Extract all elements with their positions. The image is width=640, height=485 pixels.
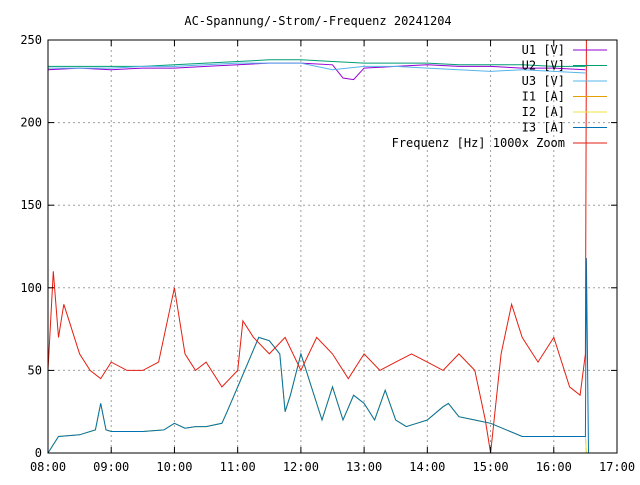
x-tick-label: 12:00 (283, 460, 319, 474)
x-tick-label: 10:00 (156, 460, 192, 474)
legend: U1 [V] U2 [V]U3 [V] I1 [A]I2 [A] I3 [A]Freq… (392, 43, 607, 150)
legend-label: Frequenz [Hz] 1000x Zoom (392, 136, 565, 150)
x-tick-label: 11:00 (220, 460, 256, 474)
legend-label: U1 [V] (522, 43, 565, 57)
series-line-3 (48, 62, 586, 74)
x-tick-label: 15:00 (472, 460, 508, 474)
x-tick-label: 13:00 (346, 460, 382, 474)
grid (48, 40, 617, 453)
series-line-6 (47, 258, 589, 454)
series-line-1 (47, 62, 586, 81)
plot-frame (47, 39, 618, 454)
y-tick-label: 0 (35, 446, 42, 460)
series-line-4 (47, 336, 587, 454)
legend-label: U2 [V] (522, 59, 565, 73)
x-tick-label: 17:00 (599, 460, 635, 474)
series-layer (47, 39, 589, 454)
x-tick-label: 08:00 (30, 460, 66, 474)
series-line-2 (48, 59, 586, 67)
x-tick-label: 09:00 (93, 460, 129, 474)
y-tick-label: 250 (20, 33, 42, 47)
legend-label: I2 [A] (522, 105, 565, 119)
y-tick-label: 50 (28, 363, 42, 377)
legend-label: I3 [A] (522, 121, 565, 135)
axes: 0 50 100 150 200 250 08:00 09:00 10:00 11:00 12:00… (20, 33, 635, 474)
legend-label: U3 [V] (522, 74, 565, 88)
series-line-7 (47, 39, 587, 454)
y-tick-label: 150 (20, 198, 42, 212)
legend-label: I1 [A] (522, 90, 565, 104)
x-tick-label: 14:00 (409, 460, 445, 474)
x-tick-label: 16:00 (536, 460, 572, 474)
chart-title: AC-Spannung/-Strom/-Frequenz 20241204 (184, 14, 451, 28)
y-tick-label: 100 (20, 281, 42, 295)
series-line-5 (47, 336, 587, 454)
y-tick-label: 200 (20, 116, 42, 130)
